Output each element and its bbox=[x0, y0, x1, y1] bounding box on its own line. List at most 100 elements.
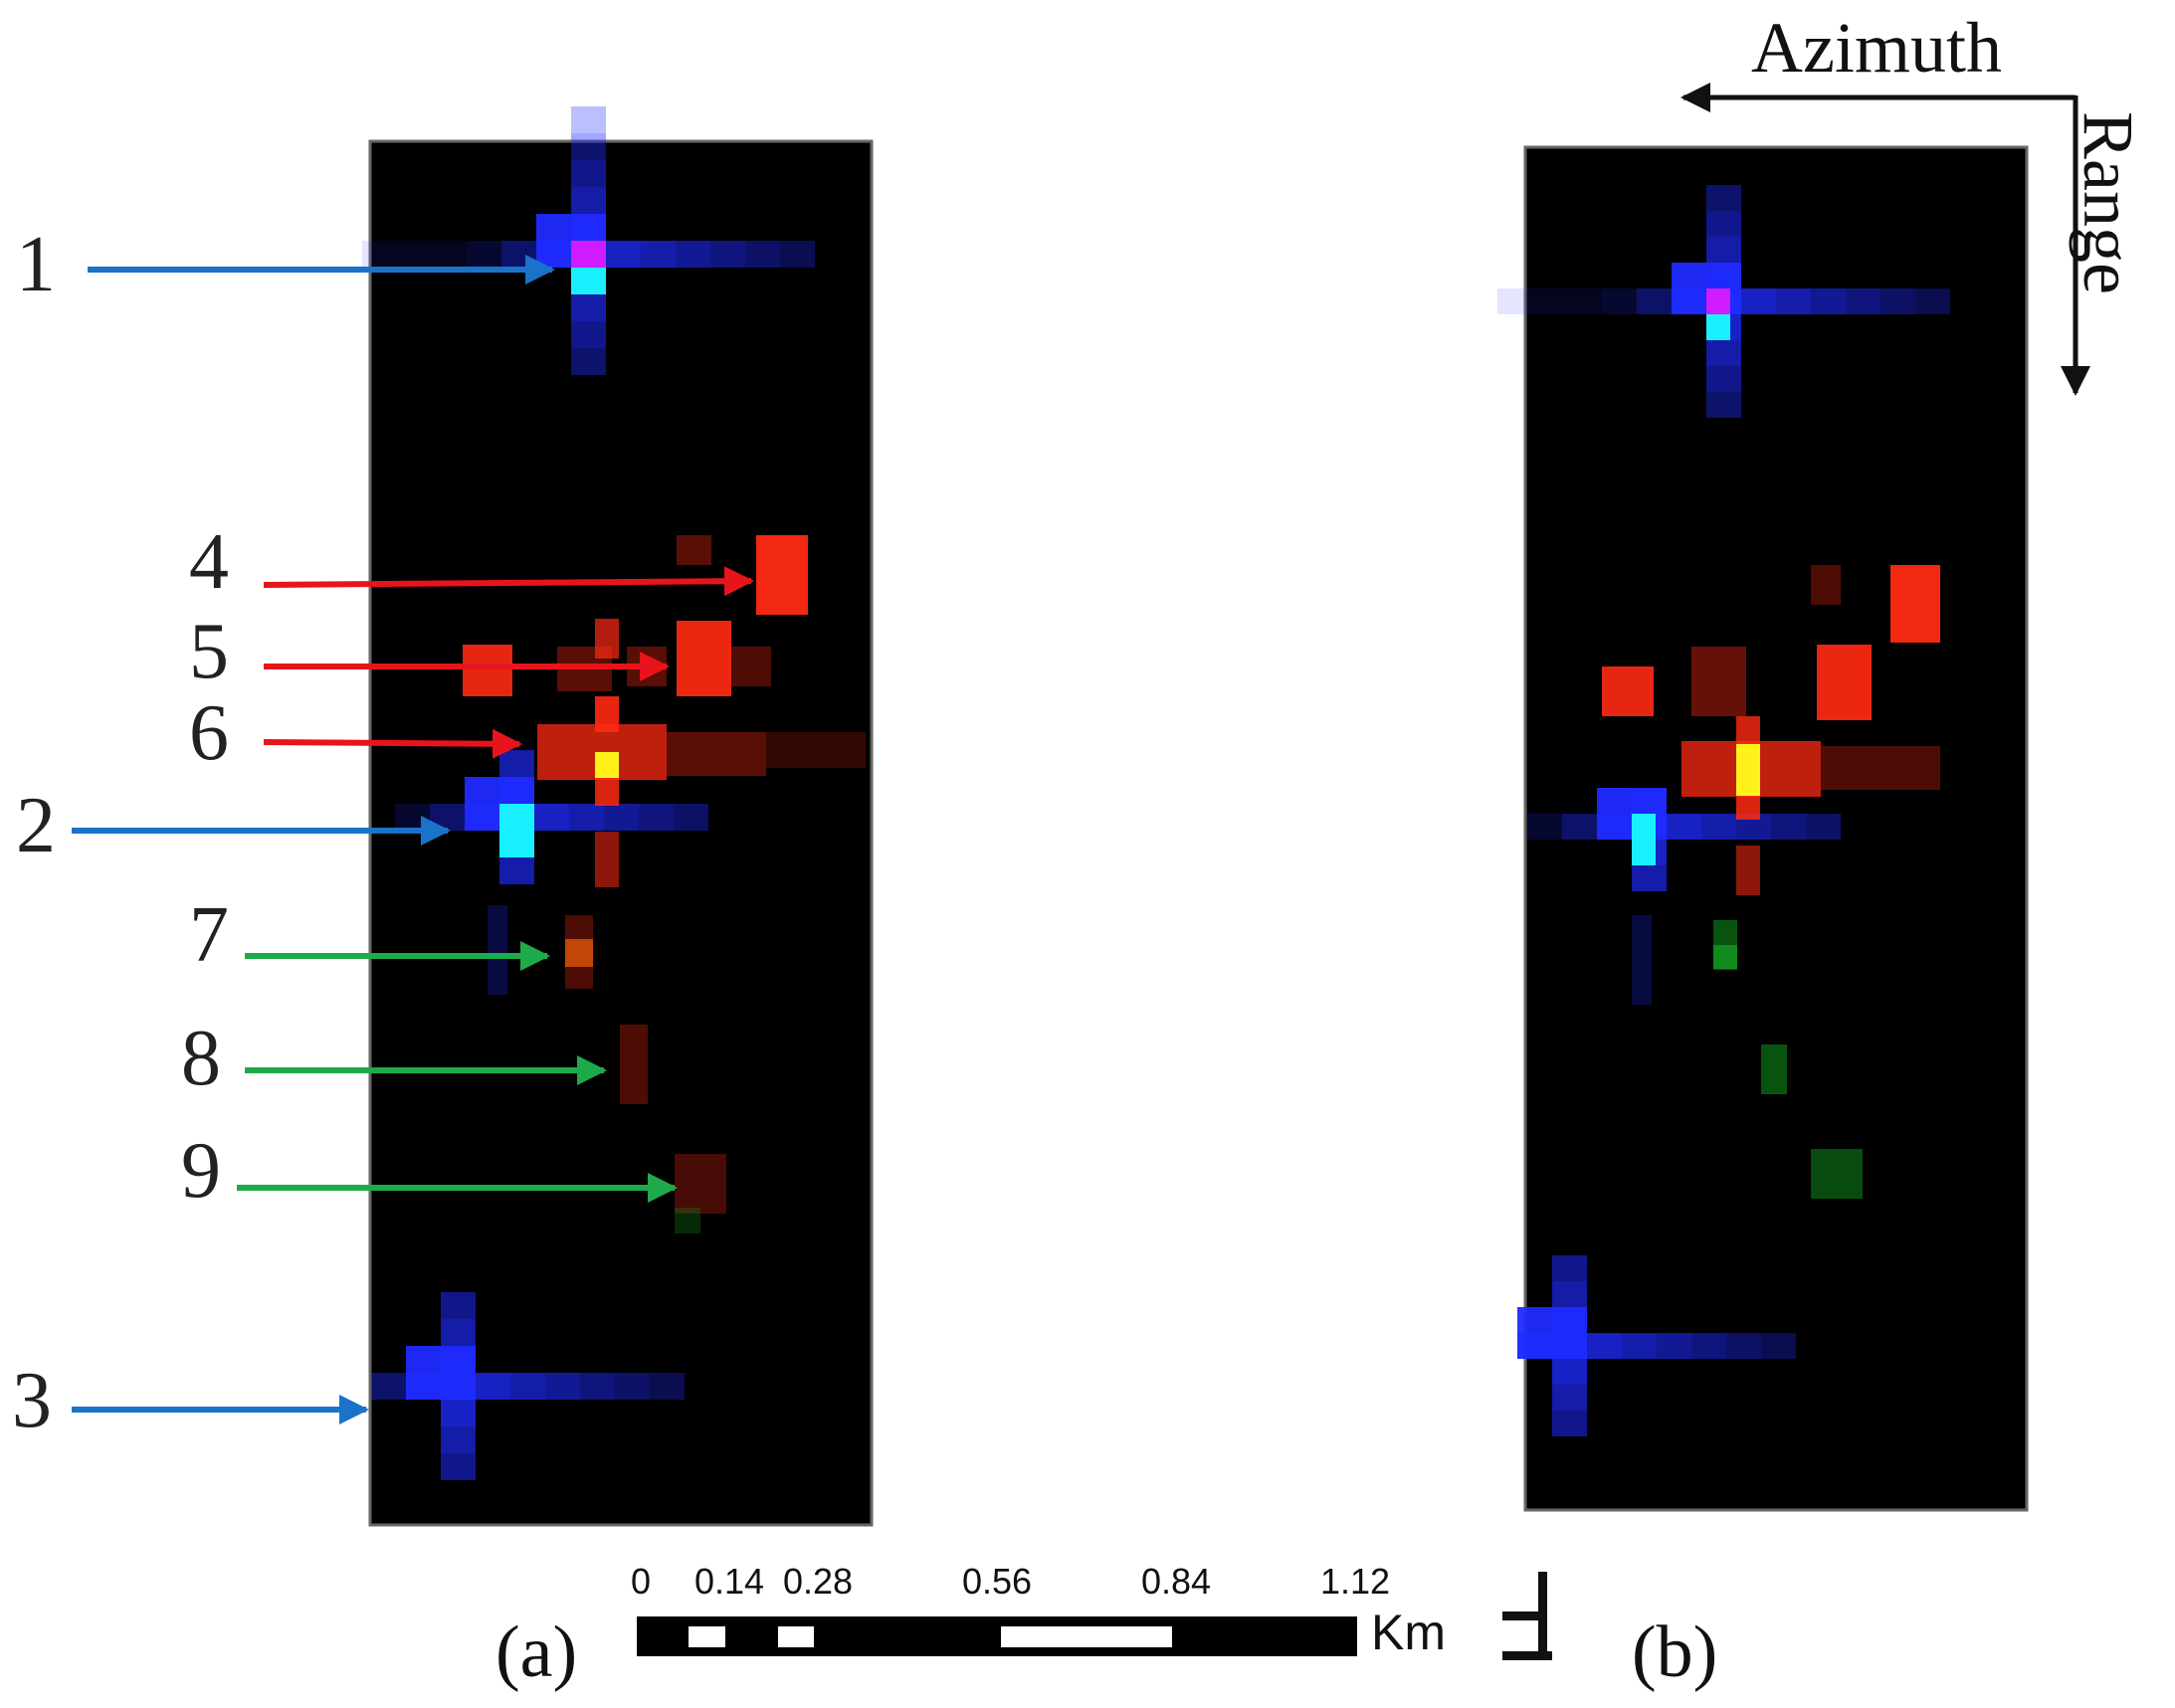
scale-tick-1.12: 1.12 bbox=[1319, 1561, 1391, 1602]
image-pixel bbox=[571, 187, 606, 214]
image-pixel bbox=[604, 804, 639, 831]
image-pixel bbox=[1706, 211, 1741, 237]
image-pixel bbox=[1552, 1281, 1587, 1307]
image-pixel bbox=[571, 321, 606, 348]
scale-tick-0.84: 0.84 bbox=[1140, 1561, 1212, 1602]
image-pixel bbox=[580, 1373, 615, 1400]
image-pixel bbox=[1706, 340, 1741, 366]
image-pixel bbox=[1706, 366, 1741, 392]
image-pixel bbox=[1741, 288, 1776, 314]
image-pixel bbox=[1915, 288, 1950, 314]
image-pixel bbox=[1552, 1255, 1587, 1281]
image-pixel bbox=[1552, 1411, 1587, 1436]
image-pixel bbox=[1811, 1149, 1863, 1199]
image-pixel bbox=[620, 1025, 648, 1104]
image-pixel bbox=[571, 160, 606, 187]
image-pixel bbox=[1602, 288, 1637, 314]
image-pixel bbox=[545, 1373, 580, 1400]
image-pixel bbox=[595, 752, 619, 778]
image-pixel bbox=[534, 804, 569, 831]
scale-bar bbox=[637, 1616, 1357, 1656]
image-pixel bbox=[595, 696, 619, 732]
image-pixel bbox=[430, 804, 465, 831]
annotation-label-4: 4 bbox=[189, 518, 229, 606]
image-pixel bbox=[1811, 565, 1841, 605]
image-pixel bbox=[756, 535, 808, 615]
image-pixel bbox=[1736, 744, 1760, 770]
annotation-label-3: 3 bbox=[12, 1357, 52, 1444]
image-pixel bbox=[1761, 1044, 1787, 1094]
image-pixel bbox=[1587, 1333, 1622, 1359]
azimuth-label: Azimuth bbox=[1751, 8, 2002, 88]
annotation-label-2: 2 bbox=[16, 782, 56, 869]
image-pixel bbox=[1706, 314, 1730, 340]
image-pixel bbox=[1552, 1385, 1587, 1411]
annotation-label-9: 9 bbox=[181, 1127, 221, 1215]
image-pixel bbox=[476, 1373, 510, 1400]
image-pixel bbox=[1632, 814, 1656, 865]
image-pixel bbox=[1622, 1333, 1657, 1359]
scale-unit: Km bbox=[1371, 1605, 1446, 1660]
image-pixel bbox=[441, 1400, 476, 1426]
image-pixel bbox=[667, 732, 766, 776]
image-pixel bbox=[1811, 288, 1846, 314]
image-pixel bbox=[1706, 392, 1741, 418]
image-pixel bbox=[499, 804, 534, 857]
image-pixel bbox=[675, 1208, 700, 1234]
image-pixel bbox=[676, 241, 710, 268]
image-pixel bbox=[615, 1373, 650, 1400]
image-pixel bbox=[674, 804, 708, 831]
image-pixel bbox=[1806, 814, 1841, 840]
image-pixel bbox=[1890, 565, 1940, 643]
image-pixel bbox=[499, 857, 534, 884]
panel-b-label: (b) bbox=[1632, 1612, 1718, 1693]
image-pixel bbox=[362, 241, 397, 268]
annotation-label-7: 7 bbox=[189, 891, 229, 979]
image-pixel bbox=[1736, 716, 1760, 748]
image-pixel bbox=[1602, 666, 1654, 716]
image-pixel bbox=[1637, 288, 1672, 314]
image-pixel bbox=[641, 241, 676, 268]
image-pixel bbox=[510, 1373, 545, 1400]
image-pixel bbox=[1761, 1333, 1796, 1359]
panel-a-image bbox=[362, 106, 874, 1527]
arrow-6 bbox=[263, 728, 522, 759]
image-pixel bbox=[488, 905, 507, 995]
range-label: Range bbox=[2069, 111, 2148, 294]
direction-indicator bbox=[1681, 83, 2090, 396]
image-pixel bbox=[441, 1292, 476, 1319]
image-pixel bbox=[1691, 647, 1746, 716]
image-pixel bbox=[606, 241, 641, 268]
image-pixel bbox=[1846, 288, 1880, 314]
image-pixel bbox=[441, 1453, 476, 1480]
image-pixel bbox=[406, 1346, 476, 1400]
arrow-4 bbox=[263, 566, 754, 597]
image-pixel bbox=[371, 1373, 406, 1400]
image-pixel bbox=[650, 1373, 685, 1400]
image-pixel bbox=[501, 241, 536, 268]
orientation-symbol bbox=[1502, 1572, 1552, 1660]
image-pixel bbox=[1817, 645, 1872, 720]
annotation-label-5: 5 bbox=[189, 608, 229, 695]
image-pixel bbox=[463, 645, 512, 696]
image-pixel bbox=[1706, 185, 1741, 211]
image-pixel bbox=[710, 241, 745, 268]
image-pixel bbox=[1657, 1333, 1691, 1359]
image-pixel bbox=[395, 804, 430, 831]
image-pixel bbox=[467, 241, 501, 268]
image-pixel bbox=[745, 241, 780, 268]
image-pixel bbox=[1632, 915, 1652, 1005]
image-pixel bbox=[1532, 288, 1567, 314]
image-pixel bbox=[1691, 1333, 1726, 1359]
image-pixel bbox=[1527, 814, 1562, 840]
image-pixel bbox=[1736, 770, 1760, 796]
image-pixel bbox=[1632, 865, 1667, 891]
image-pixel bbox=[1567, 288, 1602, 314]
image-pixel bbox=[571, 133, 606, 160]
image-pixel bbox=[441, 1426, 476, 1453]
image-pixel bbox=[1497, 288, 1532, 314]
image-pixel bbox=[1776, 288, 1811, 314]
image-pixel bbox=[1713, 945, 1737, 969]
scale-tick-0.56: 0.56 bbox=[961, 1561, 1033, 1602]
image-pixel bbox=[571, 106, 606, 133]
